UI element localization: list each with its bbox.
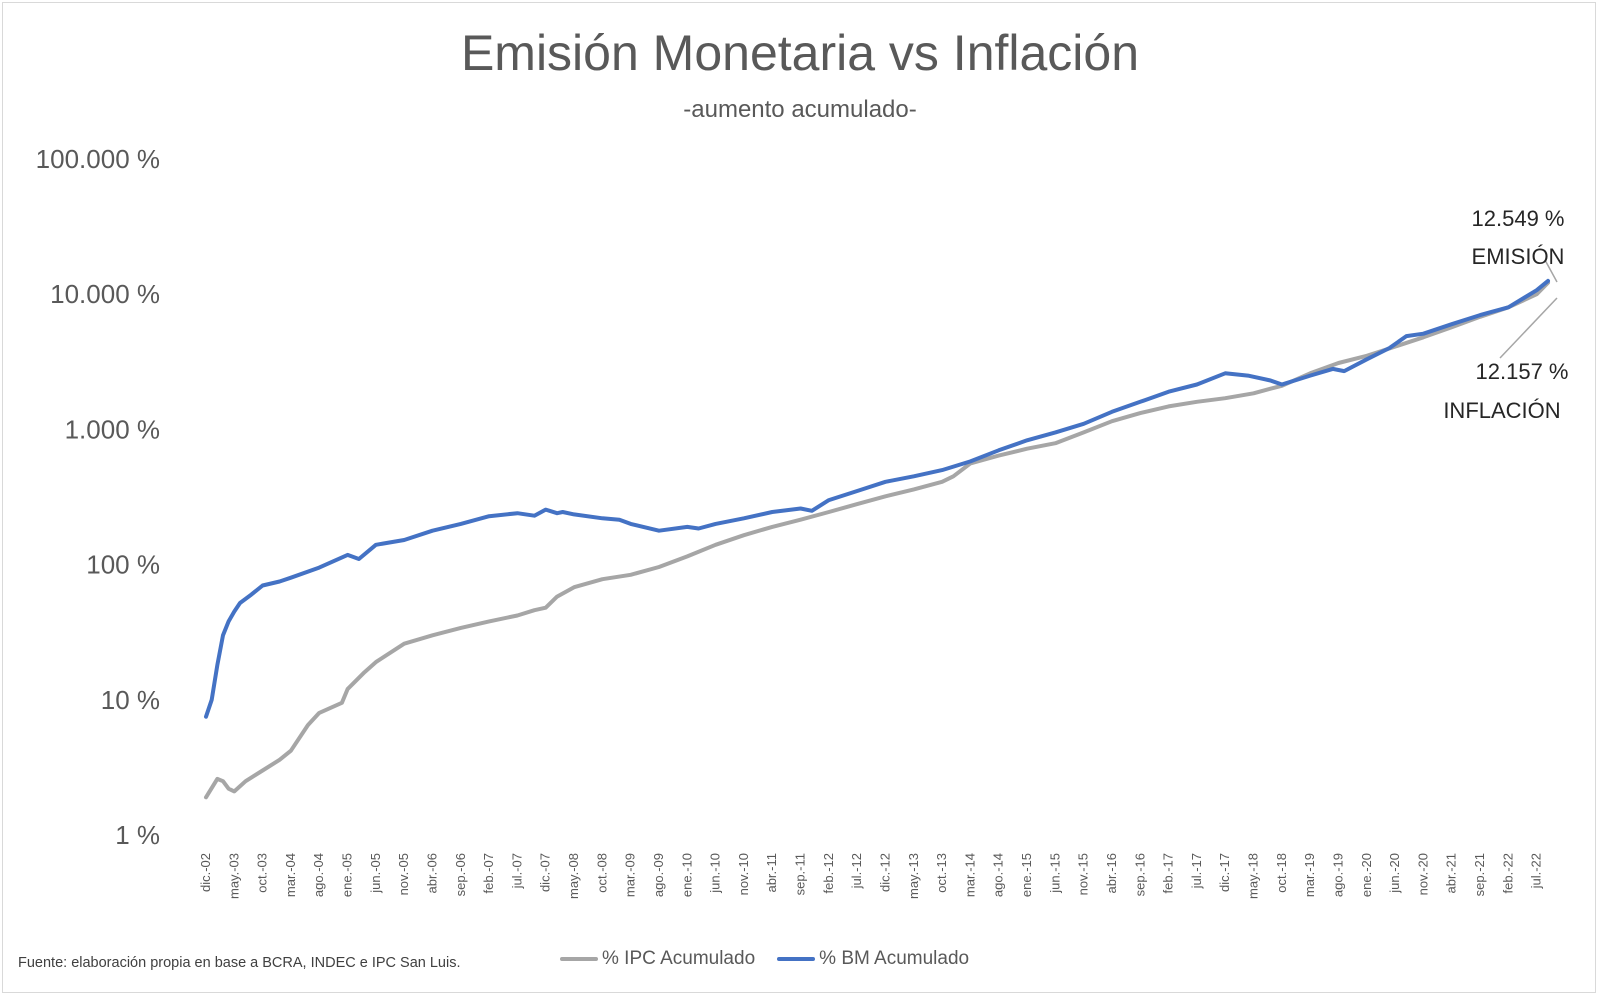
x-tick-label: mar.-14 <box>962 853 977 897</box>
x-tick-label: oct.-08 <box>594 853 609 893</box>
source-note: Fuente: elaboración propia en base a BCR… <box>18 955 461 971</box>
x-tick-label: ene.-20 <box>1359 853 1374 897</box>
x-tick-label: abr.-11 <box>764 853 779 893</box>
y-tick-label: 1 % <box>115 820 160 850</box>
x-tick-label: sep.-21 <box>1472 853 1487 896</box>
x-tick-label: mar.-09 <box>623 853 638 897</box>
annotation-inflacion-label: INFLACIÓN <box>1443 398 1560 423</box>
legend-swatch-bm <box>777 957 816 961</box>
legend-label-ipc: % IPC Acumulado <box>602 948 756 969</box>
x-tick-label: abr.-16 <box>1104 853 1119 893</box>
y-tick-label: 10 % <box>101 685 160 715</box>
annotation-emision-label: EMISIÓN <box>1472 244 1565 269</box>
y-tick-label: 10.000 % <box>50 279 160 309</box>
x-tick-label: oct.-03 <box>255 853 270 893</box>
legend-label-bm: % BM Acumulado <box>819 948 970 969</box>
x-tick-label: dic.-02 <box>198 853 213 892</box>
x-tick-label: jun.-10 <box>708 853 723 894</box>
x-tick-label: jul.-22 <box>1529 853 1544 889</box>
x-tick-label: may.-13 <box>906 853 921 899</box>
x-tick-label: nov.-05 <box>396 853 411 895</box>
y-tick-label: 1.000 % <box>65 414 160 444</box>
x-tick-label: abr.-06 <box>424 853 439 893</box>
x-tick-label: nov.-15 <box>1076 853 1091 895</box>
x-axis-ticks: dic.-02 may.-03 oct.-03 mar.-04 ago.-04 ene.-… <box>198 853 1544 899</box>
x-tick-label: mar.-04 <box>283 853 298 897</box>
annotation-inflacion-value: 12.157 % <box>1476 359 1569 384</box>
chart-title: Emisión Monetaria vs Inflación <box>460 25 1140 81</box>
x-tick-label: feb.-17 <box>1161 853 1176 893</box>
x-tick-label: ene.-15 <box>1019 853 1034 897</box>
x-tick-label: jul.-17 <box>1189 853 1204 889</box>
x-tick-label: feb.-07 <box>481 853 496 893</box>
x-tick-label: may.-08 <box>566 853 581 899</box>
legend-item-bm: % BM Acumulado <box>777 948 969 970</box>
y-tick-label: 100.000 % <box>36 144 160 174</box>
legend-item-ipc: % IPC Acumulado <box>560 948 755 970</box>
x-tick-label: sep.-16 <box>1132 853 1147 896</box>
x-tick-label: ago.-14 <box>991 853 1006 897</box>
x-tick-label: feb.-12 <box>821 853 836 893</box>
x-tick-label: jun.-20 <box>1387 853 1402 894</box>
x-tick-label: oct.-18 <box>1274 853 1289 893</box>
x-tick-label: ene.-10 <box>679 853 694 897</box>
x-tick-label: ago.-04 <box>311 853 326 897</box>
x-tick-label: ago.-09 <box>651 853 666 897</box>
y-tick-label: 100 % <box>86 550 160 580</box>
chart-subtitle: -aumento acumulado- <box>683 96 917 123</box>
x-tick-label: ene.-05 <box>340 853 355 897</box>
annotation-emision-value: 12.549 % <box>1472 206 1565 231</box>
series-lines <box>204 278 1550 800</box>
x-tick-label: dic.-07 <box>538 853 553 892</box>
series-line-bm <box>204 278 1550 719</box>
x-tick-label: abr.-21 <box>1444 853 1459 893</box>
x-tick-label: sep.-11 <box>793 853 808 895</box>
x-tick-label: jun.-05 <box>368 853 383 894</box>
x-tick-label: mar.-19 <box>1302 853 1317 897</box>
annotations: 12.549 % EMISIÓN 12.157 % INFLACIÓN <box>1443 206 1568 423</box>
legend: % IPC Acumulado % BM Acumulado <box>560 948 969 970</box>
x-tick-label: nov.-10 <box>736 853 751 895</box>
x-tick-label: sep.-06 <box>453 853 468 896</box>
x-tick-label: jun.-15 <box>1047 853 1062 894</box>
x-tick-label: jul.-12 <box>849 853 864 889</box>
x-tick-label: may.-18 <box>1246 853 1261 899</box>
x-tick-label: oct.-13 <box>934 853 949 893</box>
x-tick-label: may.-03 <box>226 853 241 899</box>
x-tick-label: dic.-17 <box>1217 853 1232 892</box>
x-tick-label: ago.-19 <box>1330 853 1345 897</box>
x-tick-label: feb.-22 <box>1500 853 1515 893</box>
x-tick-label: jul.-07 <box>509 853 524 889</box>
y-axis-ticks: 100.000 % 10.000 % 1.000 % 100 % 10 % 1 % <box>36 144 160 850</box>
annotation-leader-emision <box>1544 259 1558 283</box>
legend-swatch-ipc <box>560 957 598 961</box>
annotation-leader-inflacion <box>1499 297 1558 359</box>
x-tick-label: dic.-12 <box>877 853 892 892</box>
x-tick-label: nov.-20 <box>1415 853 1430 895</box>
